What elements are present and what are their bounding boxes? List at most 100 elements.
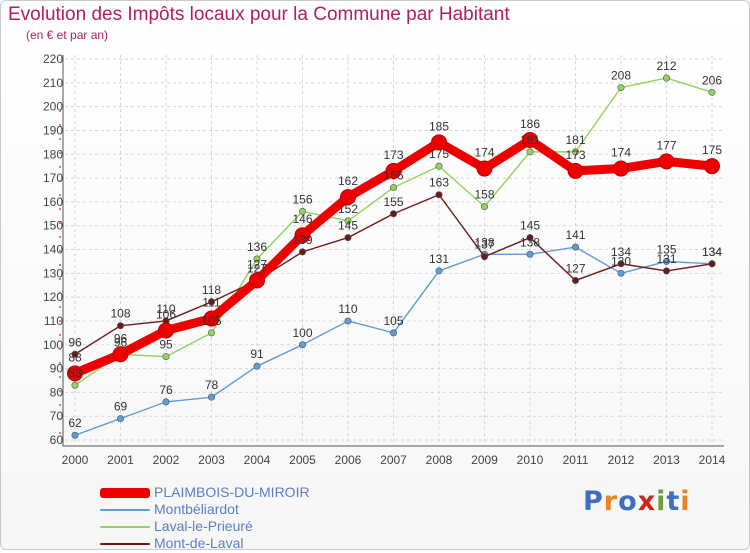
data-point [526,148,534,156]
y-tick-label: 60 [50,433,64,447]
data-point [435,191,443,199]
data-label: 110 [156,302,175,316]
x-tick-label: 2002 [153,453,180,467]
data-label: 105 [383,314,403,328]
data-label: 111 [202,296,221,310]
y-tick-label: 170 [43,171,63,185]
data-point [617,260,625,268]
data-label: 127 [247,261,267,275]
proxiti-logo: Proxiti [583,486,691,517]
data-point [67,365,83,382]
y-tick-label: 220 [43,52,63,66]
data-labels: 62 69 76 78 91 100 110 105 131 138 138 141 130 135 134… [68,59,722,430]
data-point [476,160,493,177]
chart-subtitle: (en € et par an) [26,28,109,42]
legend-label: Laval-le-Prieuré [154,518,253,534]
data-label: 177 [656,138,676,152]
x-tick-label: 2000 [62,453,89,467]
legend-swatch [100,543,150,545]
legend-label: Mont-de-Laval [154,535,244,551]
series-lines [67,74,720,439]
axes: 60 70 80 90 100 110 120 130 140 150 160 170 180 190 20… [43,52,726,467]
data-label: 96 [114,331,128,345]
legend-swatch [100,526,150,528]
data-point [662,74,670,82]
data-label: 163 [429,176,449,190]
data-point [526,250,534,258]
y-tick-label: 130 [43,266,63,280]
y-tick-label: 110 [44,314,63,328]
y-tick-label: 140 [43,243,63,257]
x-tick-label: 2007 [380,453,407,467]
data-point [522,131,538,148]
data-label: 156 [292,192,312,206]
data-point [203,310,220,327]
data-point [389,184,397,192]
x-tick-label: 2005 [289,453,316,467]
data-point [431,134,447,151]
y-tick-label: 210 [43,76,63,90]
data-point [344,234,352,242]
logo-letter: o [618,486,638,517]
data-label: 96 [68,335,82,349]
data-label: 181 [565,133,585,147]
y-tick-label: 150 [43,219,63,233]
data-label: 62 [68,416,82,430]
x-tick-label: 2001 [107,453,134,467]
data-label: 146 [292,212,312,226]
data-point [662,257,670,265]
data-point [658,153,675,170]
data-label: 136 [247,240,267,254]
data-point [617,84,625,92]
y-tick-label: 160 [43,195,63,209]
data-label: 118 [202,283,221,297]
data-point [708,260,716,268]
logo-letter: x [637,486,657,517]
data-label: 175 [429,147,449,161]
data-label: 186 [520,117,540,131]
data-point [208,393,216,401]
legend-item: Mont-de-Laval [100,535,400,553]
logo-letter: i [656,486,667,517]
y-tick-label: 100 [43,338,63,352]
data-label: 155 [383,195,403,209]
data-label: 131 [429,252,449,266]
y-tick-label: 200 [43,100,63,114]
y-tick-label: 80 [50,385,64,399]
legend-label: PLAIMBOIS-DU-MIROIR [154,484,310,500]
data-label: 110 [338,302,357,316]
data-point [708,88,716,96]
data-point [253,362,261,370]
data-label: 212 [656,59,676,73]
data-label: 69 [114,400,128,414]
logo-letter: P [583,486,604,517]
x-tick-label: 2004 [244,453,271,467]
data-label: 105 [201,314,221,328]
data-label: 131 [656,252,676,266]
data-point [71,350,79,358]
data-point [389,210,397,218]
data-point [208,298,216,306]
data-label: 130 [611,254,631,268]
data-label: 145 [520,219,540,233]
data-label: 134 [611,245,631,259]
x-tick-label: 2009 [471,453,498,467]
data-point [344,317,352,325]
data-label: 185 [429,119,449,133]
data-label: 88 [68,350,82,364]
x-tick-label: 2014 [699,453,726,467]
data-point [249,272,265,289]
data-label: 145 [338,219,358,233]
data-label: 106 [156,307,176,321]
data-point [298,207,306,215]
x-tick-label: 2010 [517,453,544,467]
data-label: 175 [702,143,722,157]
data-label: 96 [114,335,128,349]
x-tick-label: 2008 [426,453,453,467]
data-point [112,346,129,363]
data-label: 135 [656,242,676,256]
data-point [480,253,488,261]
data-point [162,398,170,406]
